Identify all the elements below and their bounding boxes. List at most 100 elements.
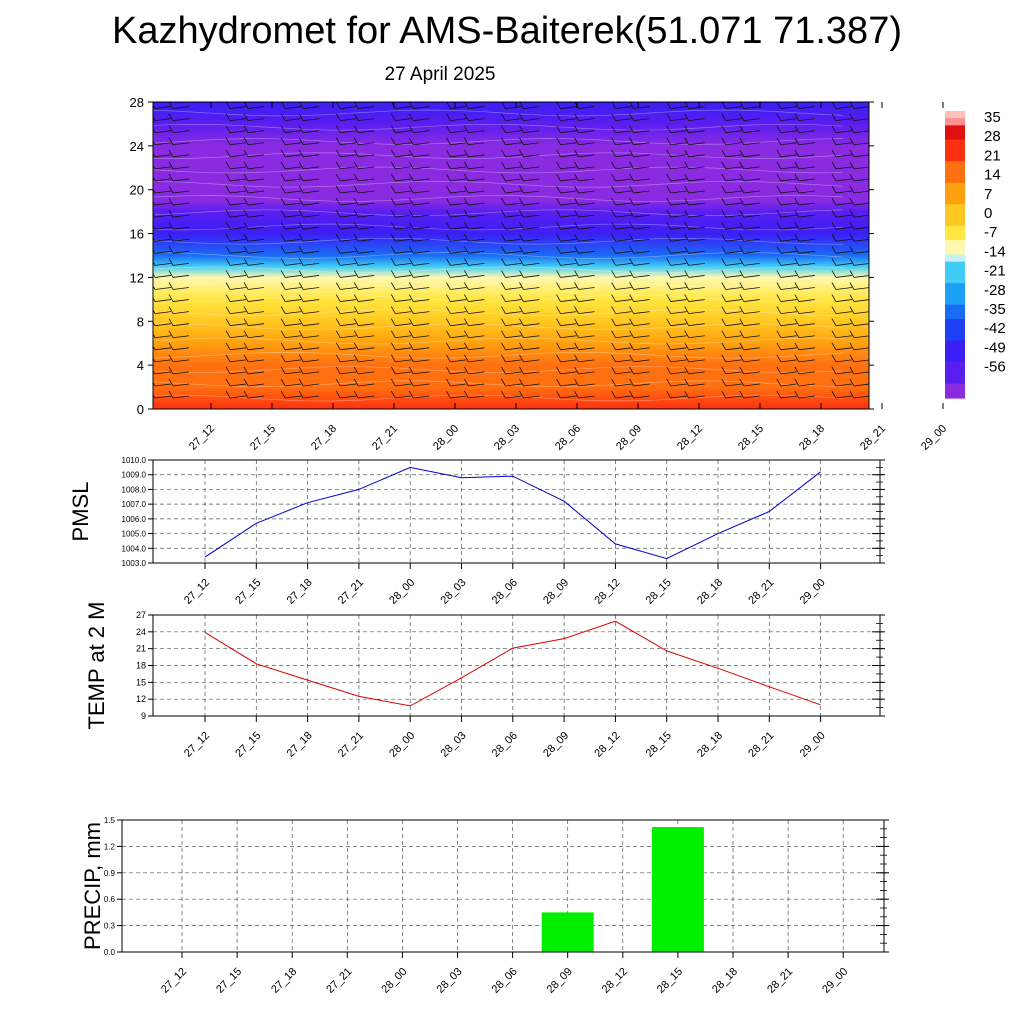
heatmap-y-tick-label: 12 — [130, 270, 144, 285]
heatmap-x-tick-label: 28_00 — [431, 423, 461, 453]
heatmap-x-tick-label: 27_21 — [370, 423, 400, 453]
x-tick-label: 28_18 — [710, 966, 740, 996]
colorbar-tick-label: -35 — [984, 301, 1006, 318]
wind-barbs — [153, 102, 869, 399]
x-tick-label: 28_15 — [655, 966, 685, 996]
x-tick-label: 28_06 — [490, 730, 520, 760]
x-tick-label: 27_18 — [269, 966, 299, 996]
colorbar-segment — [945, 182, 965, 191]
heatmap-x-tick-label: 27_12 — [187, 423, 217, 453]
heatmap-x-tick-label: 28_06 — [553, 423, 583, 453]
colorbar-tick-label: -7 — [984, 224, 997, 241]
y-axis-label: PRECIP, mm — [80, 822, 105, 950]
x-tick-label: 28_00 — [379, 966, 409, 996]
x-tick-label: 27_12 — [159, 966, 189, 996]
x-tick-label: 28_21 — [765, 966, 795, 996]
cross-section-panel: 0 4 8 12 16 20 24 28 27_12 27_15 27_18 27_21 28_00 28… — [130, 95, 950, 453]
colorbar-tick-label: 0 — [984, 205, 992, 222]
colorbar-tick-label: 7 — [984, 186, 992, 203]
y-tick-label: 1003.0 — [122, 559, 147, 568]
x-tick-label: 27_18 — [285, 730, 315, 760]
heatmap-x-tick-label: 28_21 — [858, 423, 888, 453]
heatmap-y-tick-label: 16 — [130, 227, 144, 242]
x-tick-label: 28_06 — [490, 966, 520, 996]
y-axis-label: TEMP at 2 M — [84, 602, 109, 730]
y-tick-label: 1006.0 — [122, 515, 147, 524]
y-tick-label: 0.6 — [104, 895, 116, 904]
heatmap-y-tick-label: 28 — [130, 95, 144, 110]
colorbar-segment — [945, 340, 965, 349]
colorbar-segment — [945, 161, 965, 169]
colorbar-segment — [945, 319, 965, 327]
y-tick-label: 12 — [136, 694, 146, 704]
colorbar: 35 28 21 14 7 0 -7 -14 -21 -28 -35 -42 -49 -56 — [945, 109, 1006, 399]
colorbar-segment — [945, 283, 965, 291]
heatmap-x-tick-label: 28_18 — [797, 423, 827, 453]
colorbar-segment — [945, 390, 965, 399]
x-tick-label: 28_12 — [600, 966, 630, 996]
x-tick-label: 28_18 — [695, 577, 725, 607]
heatmap-y-tick-label: 4 — [137, 358, 144, 373]
x-tick-label: 28_00 — [387, 577, 417, 607]
colorbar-tick-label: -14 — [984, 243, 1006, 260]
colorbar-segment — [945, 354, 965, 363]
heatmap-x-tick-label: 28_09 — [614, 423, 644, 453]
colorbar-segment — [945, 369, 965, 378]
x-tick-label: 27_15 — [233, 577, 263, 607]
colorbar-segment — [945, 118, 965, 126]
y-tick-label: 0.9 — [104, 869, 116, 878]
colorbar-segment — [945, 125, 965, 134]
contour-lines — [153, 109, 844, 402]
colorbar-segment — [945, 304, 965, 313]
heatmap-y-tick-label: 20 — [130, 183, 144, 198]
colorbar-tick-label: -42 — [984, 320, 1006, 337]
colorbar-segment — [945, 154, 965, 162]
x-tick-label: 29_00 — [820, 966, 850, 996]
colorbar-segment — [945, 197, 965, 205]
precip-bar — [651, 827, 704, 952]
x-tick-label: 29_00 — [798, 577, 828, 607]
y-tick-label: 27 — [136, 610, 146, 620]
colorbar-tick-label: -49 — [984, 339, 1006, 356]
heatmap-x-tick-label: 28_12 — [675, 423, 705, 453]
y-tick-label: 24 — [136, 627, 146, 637]
colorbar-segment — [945, 311, 965, 320]
y-tick-label: 9 — [141, 711, 146, 721]
pmsl-panel: 1003.0 1004.0 1005.0 1006.0 1007.0 1008.0 1009… — [68, 456, 885, 607]
colorbar-segment — [945, 362, 965, 370]
temperature-field — [153, 102, 869, 409]
y-tick-label: 18 — [136, 661, 146, 671]
colorbar-segment — [945, 276, 965, 284]
colorbar-segment — [945, 326, 965, 335]
precip-bar — [541, 912, 594, 952]
colorbar-tick-label: 28 — [984, 128, 1001, 145]
colorbar-segment — [945, 232, 965, 241]
x-tick-label: 28_06 — [490, 577, 520, 607]
colorbar-segment — [945, 132, 965, 141]
chart-date: 27 April 2025 — [384, 64, 496, 85]
colorbar-tick-label: 35 — [984, 109, 1001, 126]
colorbar-tick-label: 14 — [984, 167, 1001, 184]
heatmap-x-tick-label: 28_15 — [736, 423, 766, 453]
colorbar-segment — [945, 290, 965, 299]
panel-frame — [121, 819, 885, 953]
heatmap-x-tick-label: 27_18 — [309, 423, 339, 453]
colorbar-tick-label: -56 — [984, 359, 1006, 376]
colorbar-segment — [945, 247, 965, 256]
colorbar-segment — [945, 189, 965, 198]
colorbar-segment — [945, 225, 965, 234]
colorbar-segment — [945, 175, 965, 184]
x-tick-label: 29_00 — [798, 730, 828, 760]
x-tick-label: 28_09 — [541, 577, 571, 607]
heatmap-x-tick-label: 28_03 — [492, 423, 522, 453]
y-tick-label: 1005.0 — [122, 530, 147, 539]
x-tick-label: 28_18 — [695, 730, 725, 760]
x-tick-label: 28_00 — [387, 730, 417, 760]
colorbar-segment — [945, 347, 965, 356]
x-tick-label: 28_03 — [439, 730, 469, 760]
y-tick-label: 1010.0 — [122, 456, 147, 465]
colorbar-segment — [945, 139, 965, 148]
heatmap-y-tick-label: 0 — [137, 402, 144, 417]
y-tick-label: 1009.0 — [122, 471, 147, 480]
colorbar-segment — [945, 333, 965, 342]
